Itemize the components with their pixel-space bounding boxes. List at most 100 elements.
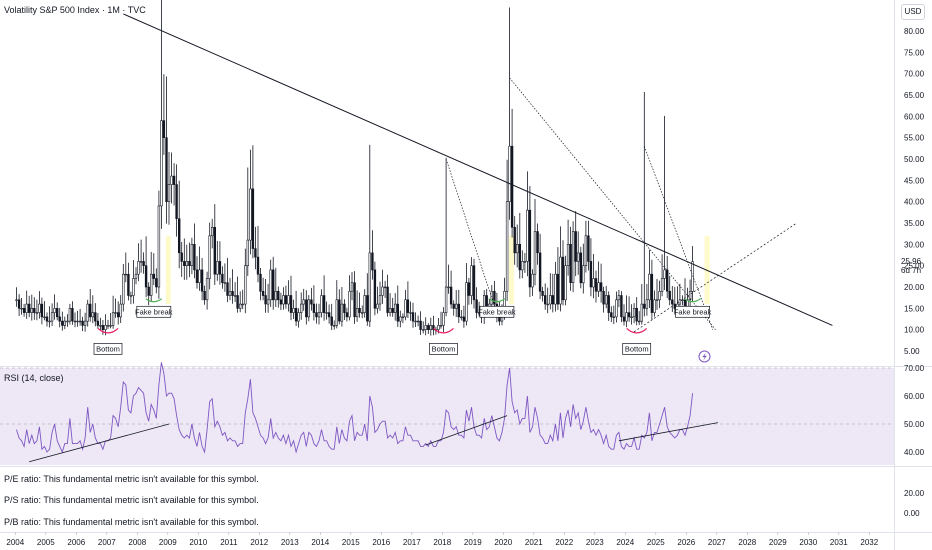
candle-body (640, 303, 644, 322)
candle-body (411, 312, 415, 322)
trendline (509, 77, 716, 330)
candle-body (653, 299, 656, 313)
price-tick-label: 70.00 (904, 70, 925, 79)
candle-body (261, 290, 265, 296)
candle-body (414, 320, 417, 323)
candle-body (637, 320, 641, 323)
candle-body (528, 209, 532, 288)
candle-body (510, 145, 514, 228)
time-tick-label: 2015 (342, 538, 360, 547)
last-price-value: 25.96 (901, 257, 922, 266)
fake-break-label: Fake break (135, 307, 173, 316)
candle-body (315, 312, 318, 318)
trendline (633, 222, 797, 333)
candle-body (83, 320, 87, 326)
candle-body (211, 227, 214, 237)
fake-break-label-box (479, 305, 515, 318)
candle-body (607, 295, 610, 313)
candle-body (264, 295, 267, 305)
candle-body (216, 261, 219, 275)
time-tick-label: 2026 (677, 538, 695, 547)
candle-body (589, 261, 593, 288)
candle-body (449, 286, 453, 305)
fake-break-arc (488, 298, 506, 303)
candle-body (213, 227, 216, 275)
candle-body (183, 261, 186, 266)
candle-body (124, 273, 128, 276)
candle-body (15, 299, 18, 301)
candle-body (101, 325, 105, 330)
candle-body (358, 307, 361, 313)
candle-body (167, 184, 171, 203)
candle-body (444, 286, 448, 313)
candle-body (376, 303, 379, 309)
candle-body (114, 312, 117, 314)
candle-body (299, 303, 303, 313)
candle-body (457, 303, 460, 318)
fund-tick-label: 20.00 (904, 489, 925, 498)
time-tick-label: 2022 (555, 538, 573, 547)
bottom-label: Bottom (96, 344, 120, 353)
time-tick-label: 2007 (98, 538, 116, 547)
candle-body (305, 299, 308, 318)
candle-body (292, 307, 295, 313)
candle-body (94, 312, 97, 322)
candle-body (330, 316, 333, 326)
currency-selector[interactable]: USD (901, 4, 925, 20)
highlight-zone (165, 235, 171, 305)
candle-body (320, 295, 323, 313)
time-tick-label: 2030 (799, 538, 817, 547)
price-tick-label: 65.00 (904, 91, 925, 100)
candle-body (40, 303, 44, 318)
annotations-layer: Bottom Fake break Bottom Fake break Bottom Fa… (93, 298, 712, 355)
price-tick-label: 40.00 (904, 198, 925, 207)
price-tick-label: 15.00 (904, 304, 925, 313)
candle-body (597, 282, 600, 292)
time-tick-label: 2004 (6, 538, 24, 547)
candle-body (592, 278, 595, 288)
candle-body (533, 231, 537, 275)
candle-body (368, 252, 371, 322)
candle-body (111, 312, 115, 326)
candle-body (233, 295, 237, 297)
lightning-icon[interactable] (698, 350, 711, 363)
candle-body (538, 252, 542, 292)
time-tick-label: 2018 (433, 538, 451, 547)
candle-body (256, 256, 260, 275)
candle-body (274, 290, 277, 301)
candle-body (246, 239, 249, 267)
candle-body (404, 299, 407, 318)
rsi-trendline (29, 423, 170, 463)
candle-body (119, 303, 122, 318)
candle-body (388, 307, 392, 313)
time-tick-label: 2013 (281, 538, 299, 547)
candle-body (615, 299, 618, 318)
rsi-legend[interactable]: RSI (14, close) (4, 373, 64, 383)
candle-body (518, 244, 522, 271)
candle-body (20, 307, 23, 310)
candle-body (383, 286, 387, 289)
candle-body (152, 273, 155, 279)
candle-body (63, 320, 67, 326)
candle-body (180, 252, 183, 262)
candle-body (632, 307, 636, 318)
bottom-arc (626, 327, 648, 334)
candle-body (401, 316, 405, 318)
candle-body (602, 290, 605, 305)
price-tick-label: 25.00 (904, 262, 925, 271)
candle-body (165, 137, 168, 202)
candle-body (289, 295, 293, 313)
candle-body (513, 227, 516, 254)
candle-body (287, 295, 290, 305)
candle-body (338, 299, 341, 322)
candle-body (155, 278, 158, 288)
candle-body (160, 120, 163, 207)
candle-body (277, 290, 280, 301)
candle-body (271, 269, 275, 301)
candle-body (549, 295, 552, 305)
candle-body (579, 252, 583, 284)
candle-body (106, 325, 110, 327)
candle-body (569, 244, 572, 284)
time-tick-label: 2027 (708, 538, 726, 547)
